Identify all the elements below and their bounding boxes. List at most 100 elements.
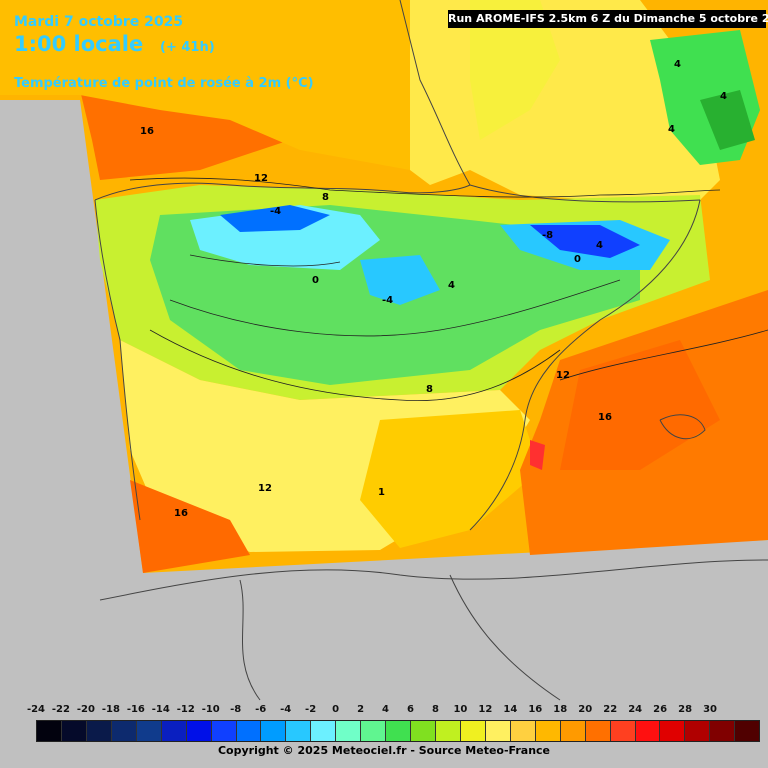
legend-swatch [585,721,611,741]
contour-label: 8 [322,192,329,203]
legend-label: 20 [578,704,593,715]
legend-label: 28 [678,704,693,715]
legend-swatch [610,721,636,741]
legend-label: 30 [703,704,718,715]
legend-label: -18 [101,704,120,715]
isoline-16 [559,329,768,381]
coast-med [469,199,701,531]
contour-label: 12 [556,370,570,381]
legend-swatch [186,721,212,741]
color-legend: -24 -22 -20 -18 -16 -14 -12 -10 -8 -6 -4 -2 0 2 4 6 8 10 1… [22,704,760,744]
legend-label: 22 [603,704,618,715]
border-africa-1 [239,579,261,701]
contour-label: 16 [140,126,154,137]
isoline-8 [149,329,561,402]
legend-swatch [286,721,312,741]
isolines [129,177,768,402]
isoline-4 [169,279,621,337]
legend-label: -22 [51,704,70,715]
coast-portugal [94,199,141,521]
legend-swatch [161,721,187,741]
legend-swatch [86,721,112,741]
legend-swatch [635,721,661,741]
forecast-date: Mardi 7 octobre 2025 [14,14,184,30]
legend-label: -4 [280,704,292,715]
field-pyrenees-min [530,225,640,258]
contour-label: 4 [674,59,681,70]
legend-label: -12 [176,704,195,715]
coast-africa [99,559,768,601]
contour-label: 4 [448,280,455,291]
legend-swatch [111,721,137,741]
run-info: Run AROME-IFS 2.5km 6 Z du Dimanche 5 oc… [448,10,768,28]
contour-label: -4 [270,206,281,217]
contour-label: -8 [542,230,553,241]
legend-swatch [735,721,760,741]
contour-label: 4 [596,240,603,251]
legend-swatch [685,721,711,741]
legend-swatch [361,721,387,741]
contour-label: 8 [426,384,433,395]
legend-swatch [61,721,87,741]
parameter-title: Température de point de rosée à 2m (°C) [14,76,314,91]
legend-swatch [710,721,736,741]
contour-label: 1 [378,487,385,498]
legend-labels: -24 -22 -20 -18 -16 -14 -12 -10 -8 -6 -4 -2 0 2 4 6 8 10 1… [22,704,750,718]
legend-label: 12 [478,704,493,715]
isoline-0 [189,254,341,267]
field-ocean-16 [80,90,290,180]
legend-swatch [660,721,686,741]
legend-label: 24 [628,704,643,715]
legend-label: 26 [653,704,668,715]
legend-label: -20 [76,704,95,715]
legend-swatch [211,721,237,741]
legend-label: -14 [151,704,170,715]
contour-label: 16 [174,508,188,519]
legend-swatch [460,721,486,741]
legend-swatch [411,721,436,741]
legend-label: -8 [230,704,242,715]
field-gulf-cadiz [130,480,250,573]
contour-label: 4 [720,91,727,102]
legend-label: 16 [528,704,543,715]
contour-label: 0 [574,254,581,265]
legend-swatch [386,721,412,741]
contour-label: 12 [254,173,268,184]
border-pyrenees [469,184,701,203]
field-south-warm [360,410,540,548]
legend-label: 8 [431,704,439,715]
legend-label: 4 [382,704,389,715]
legend-swatch [136,721,162,741]
contour-label: 12 [258,483,272,494]
field-ocean-14 [0,0,410,170]
copyright-text: Copyright © 2025 Meteociel.fr - Source M… [217,744,551,757]
field-cantabria-min [220,205,330,232]
legend-swatch [236,721,262,741]
legend-label: -6 [255,704,267,715]
legend-swatch [37,721,62,741]
legend-label: 10 [453,704,468,715]
legend-swatch [535,721,561,741]
contour-label: 4 [668,124,675,135]
field-france-low [470,0,560,140]
legend-swatch [336,721,362,741]
legend-label: -10 [201,704,220,715]
legend-label: -2 [305,704,317,715]
legend-label: -24 [26,704,46,715]
legend-label: 0 [332,704,340,715]
contour-label: -4 [382,295,393,306]
coast-france-west [399,0,471,186]
legend-swatch [261,721,287,741]
field-alps-cold [700,90,755,150]
forecast-offset: (+ 41h) [160,40,215,55]
field-cold-pocket [360,255,440,305]
contour-label: 16 [598,412,612,423]
legend-label: -16 [126,704,145,715]
isoline-12 [129,177,721,198]
legend-bar [36,720,760,742]
contour-label: 0 [312,275,319,286]
legend-swatch [436,721,461,741]
legend-swatch [311,721,337,741]
coast-balearic [659,414,706,440]
